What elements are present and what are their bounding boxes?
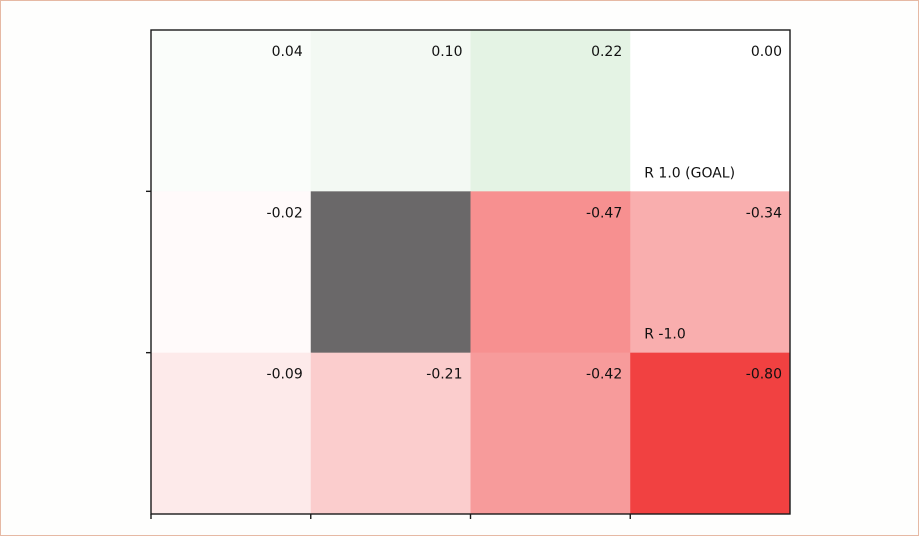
cell-annotation: R 1.0 (GOAL) (644, 165, 735, 181)
cell-value-label: -0.42 (586, 367, 622, 383)
heatmap-cell (470, 191, 631, 354)
cell-value-label: -0.21 (426, 367, 462, 383)
heatmap-cell (630, 352, 791, 515)
plot-axes (146, 29, 791, 519)
cell-value-label: 0.00 (751, 44, 782, 60)
heatmap-cell (470, 352, 631, 515)
cell-value-label: 0.10 (431, 44, 462, 60)
heatmap-cell (151, 191, 312, 354)
heatmap-cell (630, 191, 791, 354)
heatmap-cell (151, 352, 312, 515)
cell-value-label: -0.02 (267, 205, 303, 221)
heatmap-cell (310, 352, 471, 515)
heatmap-cells (151, 30, 791, 515)
cell-value-labels: 0.04 0.10 0.22 0.00 -0.02 -0.47 -0.34 -0.09 -0.2… (267, 44, 783, 383)
heatmap-cell (310, 30, 471, 192)
cell-value-label: 0.04 (272, 44, 303, 60)
wall-cell (310, 191, 471, 354)
cell-annotation: R -1.0 (644, 327, 686, 343)
cell-value-label: -0.09 (267, 367, 303, 383)
cell-value-label: -0.47 (586, 205, 622, 221)
cell-value-label: -0.80 (746, 367, 782, 383)
heatmap-cell (630, 30, 791, 192)
heatmap-cell (470, 30, 631, 192)
cell-value-label: -0.34 (746, 205, 782, 221)
heatmap-cell (151, 30, 312, 192)
cell-value-label: 0.22 (591, 44, 622, 60)
